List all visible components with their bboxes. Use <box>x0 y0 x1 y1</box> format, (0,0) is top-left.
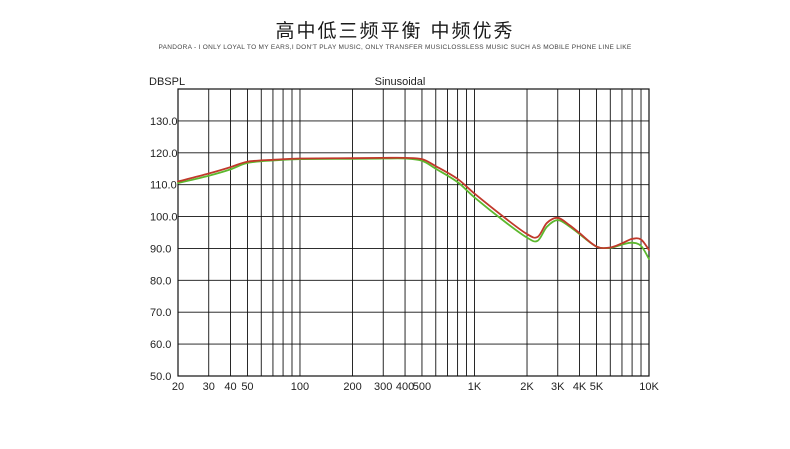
x-tick-label: 100 <box>291 381 309 393</box>
y-tick-label: 50.0 <box>150 371 171 383</box>
series-layer <box>177 156 650 260</box>
y-axis-label: DBSPL <box>149 76 185 88</box>
plot-frame <box>177 88 650 377</box>
x-tick-label: 3K <box>551 381 565 393</box>
page-subtitle: PANDORA - I ONLY LOYAL TO MY EARS,I DON'… <box>158 44 632 51</box>
x-tick-label: 5K <box>590 381 604 393</box>
x-tick-label: 20 <box>172 381 184 393</box>
x-tick-label: 40 <box>224 381 236 393</box>
y-tick-label: 80.0 <box>150 275 171 287</box>
x-tick-label: 4K <box>573 381 587 393</box>
x-tick-label: 10K <box>639 381 659 393</box>
y-tick-label: 110.0 <box>150 180 177 192</box>
grid-lines <box>178 89 649 376</box>
x-tick-label: 300 <box>374 381 392 393</box>
page-title: 高中低三频平衡 中频优秀 <box>275 20 515 42</box>
y-tick-label: 100.0 <box>150 212 178 224</box>
y-tick-label: 120.0 <box>150 148 178 160</box>
x-tick-label: 50 <box>241 381 253 393</box>
x-tick-label: 1K <box>468 381 482 393</box>
y-tick-label: 60.0 <box>150 339 171 351</box>
x-tick-label: 400 <box>396 381 414 393</box>
chart-title: Sinusoidal <box>375 76 426 88</box>
series-line-2 <box>177 157 650 260</box>
y-tick-label: 130.0 <box>150 116 178 128</box>
x-tick-label: 30 <box>203 381 215 393</box>
x-tick-label: 200 <box>343 381 361 393</box>
series-line-1 <box>177 156 650 251</box>
x-tick-label: 500 <box>413 381 431 393</box>
x-tick-label: 2K <box>520 381 534 393</box>
y-tick-label: 70.0 <box>150 307 171 319</box>
y-tick-label: 90.0 <box>150 243 171 255</box>
